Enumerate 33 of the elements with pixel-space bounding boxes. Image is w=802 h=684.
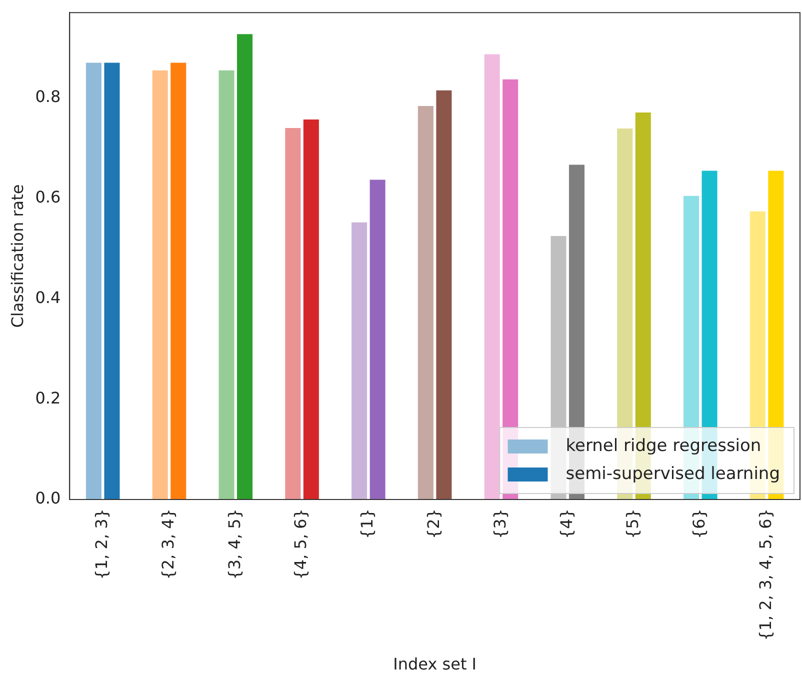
bar <box>484 54 500 500</box>
x-tick-label: {3, 4, 5} <box>224 508 244 580</box>
bar <box>285 128 301 500</box>
y-axis-title: Classification rate <box>8 184 27 328</box>
y-tick-label: 0.2 <box>35 388 61 408</box>
bar <box>352 222 368 500</box>
bar <box>86 62 102 500</box>
x-tick-label: {2} <box>424 508 443 540</box>
y-tick-label: 0.6 <box>35 187 61 206</box>
x-tick-label: {6} <box>690 508 709 540</box>
bar <box>152 70 168 500</box>
x-tick-label: {4} <box>556 508 576 540</box>
legend-label: kernel ridge regression <box>566 436 762 456</box>
x-tick-label: {2, 3, 4} <box>158 508 178 580</box>
x-tick-label: {1} <box>358 508 377 540</box>
bar <box>104 62 120 500</box>
bar <box>418 106 434 500</box>
y-tick-label: 0.0 <box>35 488 61 508</box>
x-tick-label: {5} <box>623 508 642 540</box>
y-tick-label: 0.4 <box>35 288 61 307</box>
x-tick-label: {1, 2, 3} <box>92 508 111 580</box>
y-tick-label: 0.8 <box>35 87 61 106</box>
legend-label: semi-supervised learning <box>566 464 780 484</box>
x-axis-title: Index set I <box>393 654 477 674</box>
bar <box>170 62 186 500</box>
bar <box>303 120 319 500</box>
bar <box>436 90 452 500</box>
x-tick-label: {1, 2, 3, 4, 5, 6} <box>756 508 775 641</box>
bar <box>218 70 234 500</box>
bar <box>370 180 386 500</box>
bar <box>237 34 253 500</box>
x-tick-label: {3} <box>490 508 510 540</box>
x-tick-label: {4, 5, 6} <box>291 508 310 580</box>
